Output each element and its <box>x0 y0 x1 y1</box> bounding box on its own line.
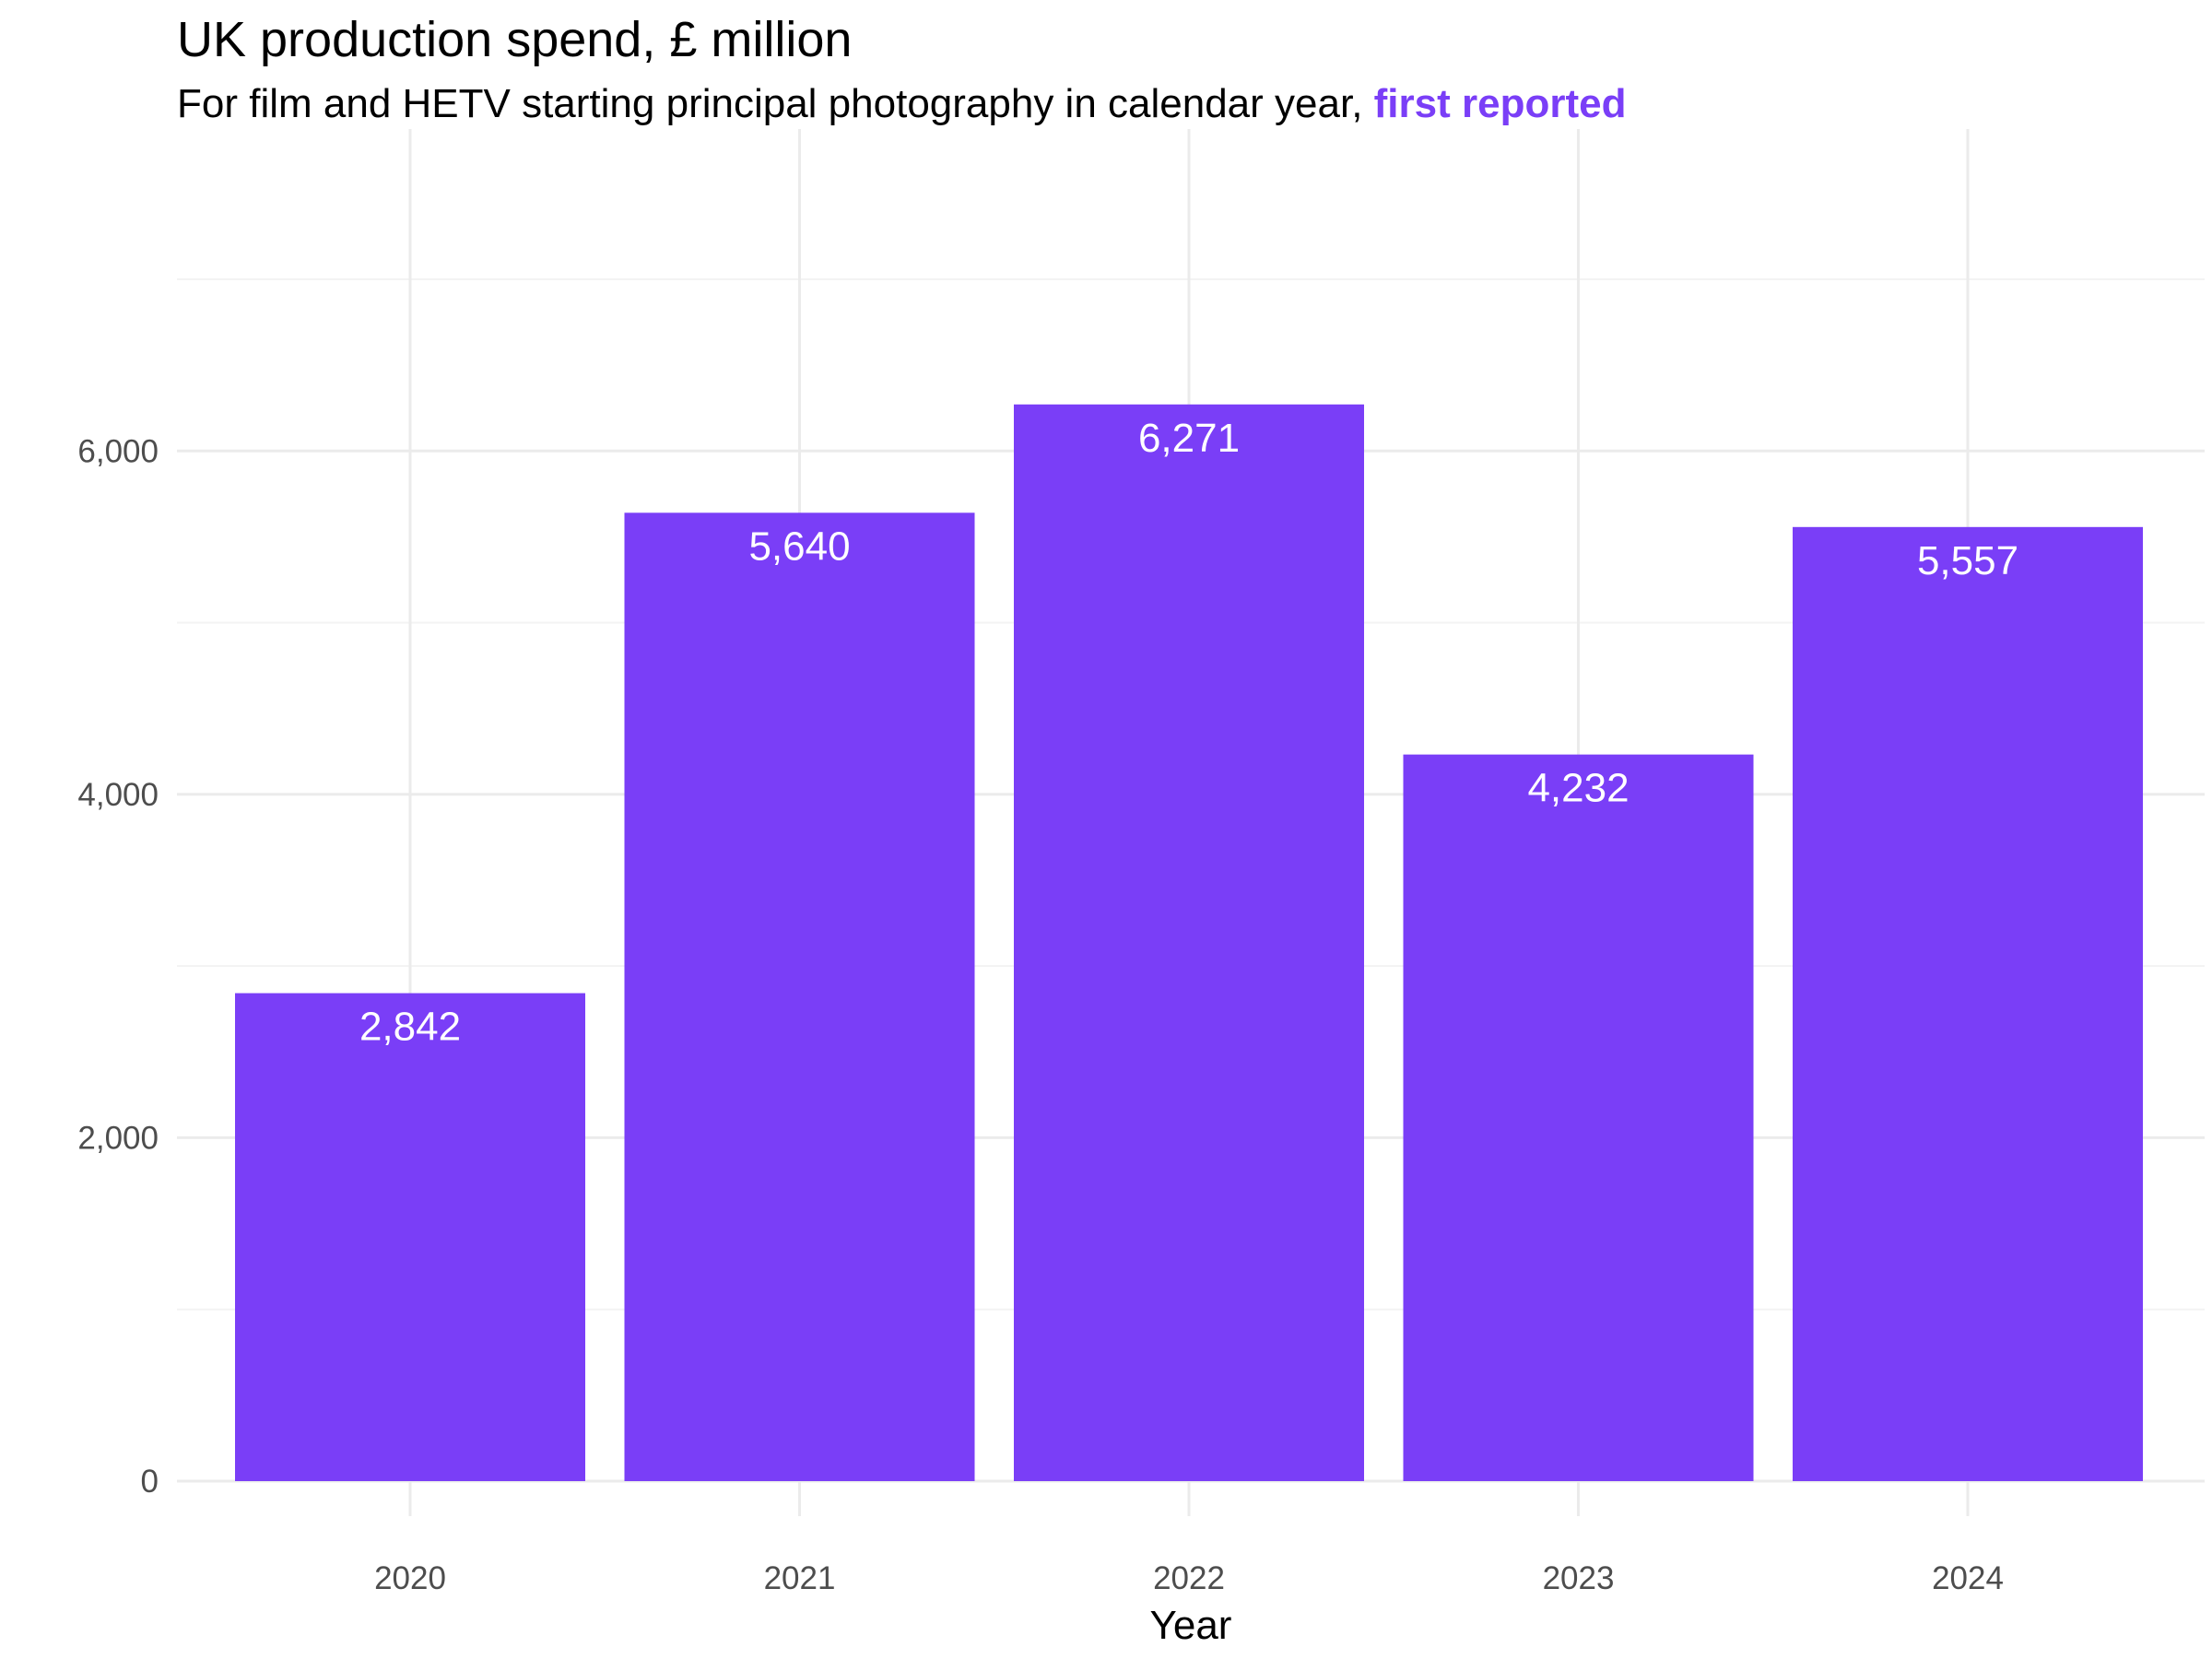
y-tick-label: 6,000 <box>77 433 159 469</box>
bar-2022 <box>1014 404 1364 1482</box>
value-label: 5,640 <box>748 524 850 569</box>
value-label: 6,271 <box>1138 416 1240 461</box>
chart-title: UK production spend, £ million <box>177 12 853 67</box>
x-tick-label: 2023 <box>1543 1560 1615 1596</box>
subtitle-text: For film and HETV starting principal pho… <box>177 81 1374 126</box>
bar-2023 <box>1403 754 1754 1481</box>
x-tick-label: 2022 <box>1153 1560 1225 1596</box>
bar-2021 <box>624 512 975 1481</box>
bar-2024 <box>1793 526 2143 1481</box>
axis-layer: 0 2,000 4,000 6,000 2020 2021 2022 2023 2024 <box>77 433 2004 1596</box>
y-tick-label: 2,000 <box>77 1120 159 1156</box>
bar-2020 <box>235 993 585 1481</box>
x-tick-label: 2021 <box>764 1560 836 1596</box>
y-tick-label: 0 <box>141 1464 159 1500</box>
value-label: 5,557 <box>1917 538 2018 583</box>
chart-subtitle: For film and HETV starting principal pho… <box>177 81 1626 127</box>
x-axis-title: Year <box>1150 1603 1232 1648</box>
x-tick-label: 2024 <box>1932 1560 2004 1596</box>
x-tick-label: 2020 <box>374 1560 446 1596</box>
bar-layer <box>235 404 2143 1482</box>
value-label: 4,232 <box>1527 766 1629 811</box>
value-label: 2,842 <box>359 1005 461 1050</box>
y-tick-label: 4,000 <box>77 777 159 813</box>
label-layer: 2,842 5,640 6,271 4,232 5,557 <box>359 416 2018 1050</box>
subtitle-highlight: first reported <box>1373 81 1627 126</box>
